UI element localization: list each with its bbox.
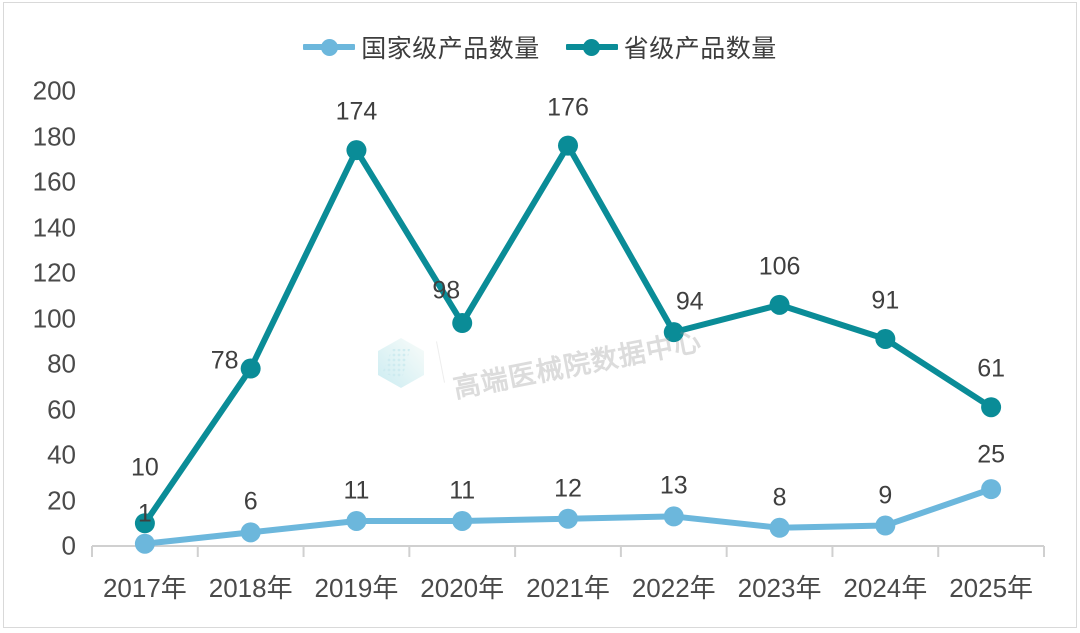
x-axis-tick-label: 2020年 [420,573,505,603]
data-point[interactable] [240,522,261,543]
x-axis-tick-label: 2019年 [314,573,399,603]
chart-container: 国家级产品数量 省级产品数量 0 20 40 60 80 100 120 140 160 180 2… [3,2,1077,628]
y-axis-tick-label: 200 [32,75,76,106]
data-point-label: 9 [878,481,893,510]
legend-item-national[interactable]: 国家级产品数量 [303,29,540,65]
data-point-label: 98 [432,276,461,305]
data-point[interactable] [134,533,155,554]
y-axis-tick-label: 180 [32,121,76,151]
line-marker-icon [565,38,618,56]
data-point[interactable] [346,510,367,531]
data-point[interactable] [769,517,790,538]
y-axis-tick-label: 60 [47,394,76,424]
data-point[interactable] [663,506,684,527]
plot-area: 0 20 40 60 80 100 120 140 160 180 200 2017年 2018年 201… [4,3,1078,629]
data-point-label: 176 [547,93,589,122]
legend-label-national: 国家级产品数量 [361,35,540,63]
data-point-label: 11 [449,476,476,505]
x-axis-tick-label: 2023年 [737,573,822,603]
data-point[interactable] [134,513,155,534]
y-axis-tick-label: 160 [32,166,76,197]
data-point[interactable] [981,479,1002,500]
line-marker-icon [303,38,356,56]
data-point[interactable] [769,294,790,315]
data-point[interactable] [240,358,261,379]
legend-label-provincial: 省级产品数量 [623,35,777,63]
y-axis-tick-label: 20 [47,485,76,515]
data-point-label: 91 [871,286,900,315]
y-axis-tick-label: 120 [32,257,76,288]
series-line [141,142,995,527]
data-point-label: 8 [772,483,787,512]
data-point-label: 12 [554,474,582,503]
data-point-label: 11 [343,476,370,505]
x-axis-tick-label: 2018年 [208,573,293,603]
data-point-label: 61 [977,354,1006,383]
data-point[interactable] [875,515,896,536]
x-axis-tick-label: 2025年 [949,573,1034,603]
chart-legend: 国家级产品数量 省级产品数量 [4,29,1076,65]
x-axis-tick-label: 2021年 [526,573,610,603]
y-axis-tick-label: 0 [61,530,76,561]
data-point[interactable] [875,328,896,349]
data-point[interactable] [346,140,367,161]
data-point-label: 6 [243,487,258,516]
data-point-label: 106 [758,252,801,281]
data-point-label: 10 [130,453,159,482]
data-point-label: 25 [977,440,1006,469]
series-svg [91,135,1045,557]
data-point-label: 94 [675,287,704,316]
data-point[interactable] [663,322,684,343]
y-axis-tick-label: 100 [32,303,76,333]
data-point[interactable] [558,135,578,156]
data-point[interactable] [558,508,578,529]
data-point[interactable] [981,397,1002,418]
data-point-label: 13 [659,471,688,500]
y-axis-tick-label: 80 [47,348,76,379]
data-point-label: 174 [335,97,378,126]
data-point[interactable] [452,510,473,531]
y-axis-tick-label: 40 [47,439,76,470]
data-point-label: 78 [210,346,239,375]
legend-item-provincial[interactable]: 省级产品数量 [565,29,777,65]
data-point[interactable] [452,313,473,334]
x-axis-tick-label: 2024年 [843,573,928,603]
y-axis-tick-label: 140 [32,212,76,242]
data-point-label: 1 [137,499,152,528]
x-axis-tick-label: 2017年 [102,573,187,603]
x-axis-tick-label: 2022年 [631,573,716,603]
